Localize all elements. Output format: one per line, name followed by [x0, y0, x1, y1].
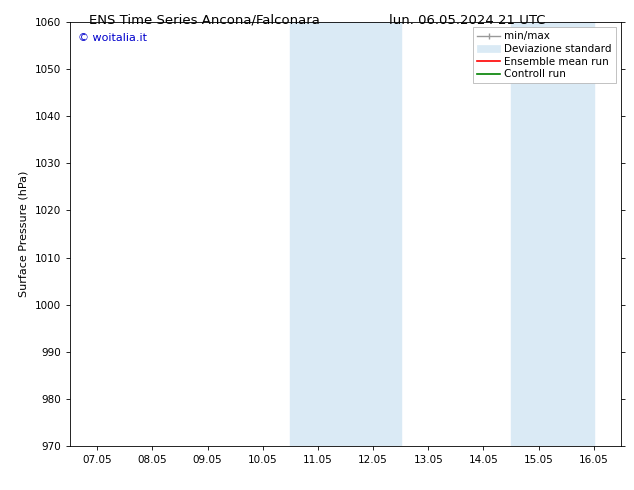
Text: © woitalia.it: © woitalia.it: [78, 33, 147, 43]
Legend: min/max, Deviazione standard, Ensemble mean run, Controll run: min/max, Deviazione standard, Ensemble m…: [473, 27, 616, 83]
Text: lun. 06.05.2024 21 UTC: lun. 06.05.2024 21 UTC: [389, 14, 545, 27]
Bar: [346, 22, 401, 446]
Bar: [566, 22, 593, 446]
Bar: [511, 22, 566, 446]
Text: ENS Time Series Ancona/Falconara: ENS Time Series Ancona/Falconara: [89, 14, 320, 27]
Bar: [290, 22, 346, 446]
Y-axis label: Surface Pressure (hPa): Surface Pressure (hPa): [19, 171, 29, 297]
